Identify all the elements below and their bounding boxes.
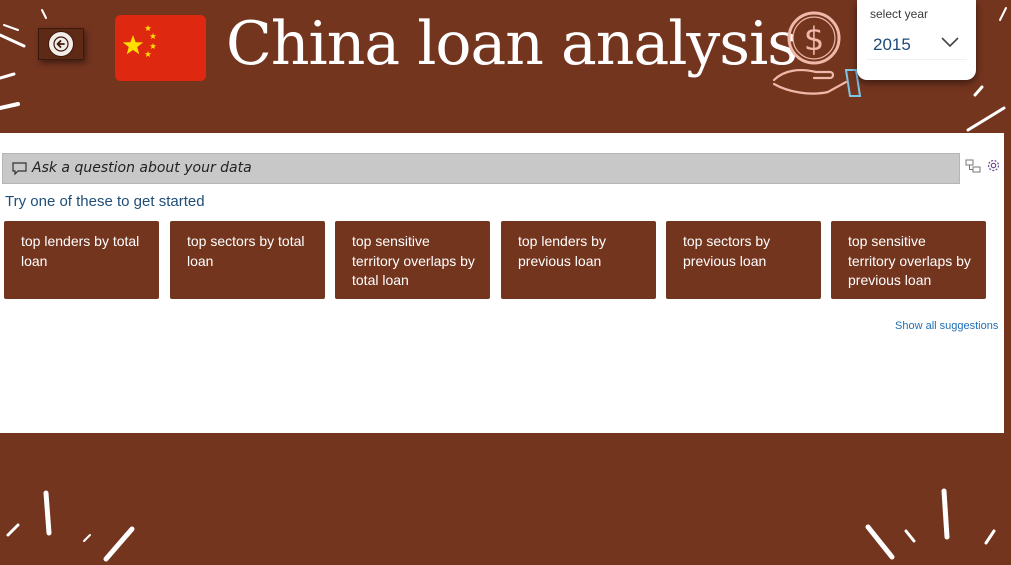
page-title: China loan analysis — [226, 9, 798, 79]
footer-brush-strokes — [6, 488, 996, 562]
qa-panel-edge — [1004, 133, 1011, 433]
suggestion-top-sectors-previous-loan[interactable]: top sectors by previous loan — [666, 221, 821, 299]
suggestion-top-sectors-total-loan[interactable]: top sectors by total loan — [170, 221, 325, 299]
qa-visual: Ask a question about your data Try one o… — [0, 133, 1004, 433]
dollar-hand-icon: $ — [772, 11, 862, 97]
suggestion-top-lenders-total-loan[interactable]: top lenders by total loan — [4, 221, 159, 299]
china-flag-icon — [115, 15, 206, 81]
turn-into-visual-icon[interactable] — [965, 159, 981, 173]
gear-icon[interactable] — [986, 158, 1001, 173]
suggestion-top-territory-overlaps-total-loan[interactable]: top sensitive territory overlaps by tota… — [335, 221, 490, 299]
svg-text:$: $ — [804, 20, 824, 58]
chevron-down-icon — [941, 37, 959, 48]
suggestions-prompt: Try one of these to get started — [5, 193, 205, 210]
year-slicer: select year 2015 — [857, 0, 976, 80]
year-slicer-label: select year — [870, 7, 929, 21]
back-arrow-icon — [48, 31, 74, 57]
report-footer — [0, 433, 1011, 565]
report-header: China loan analysis $ — [0, 0, 1011, 133]
suggestion-top-territory-overlaps-previous-loan[interactable]: top sensitive territory overlaps by prev… — [831, 221, 986, 299]
chat-bubble-icon — [12, 162, 27, 176]
ask-question-placeholder: Ask a question about your data — [32, 160, 252, 176]
header-brush-strokes — [0, 7, 1007, 132]
show-all-suggestions-link[interactable]: Show all suggestions — [895, 320, 999, 332]
suggestion-top-lenders-previous-loan[interactable]: top lenders by previous loan — [501, 221, 656, 299]
year-dropdown-value: 2015 — [873, 35, 911, 54]
year-dropdown[interactable]: 2015 — [867, 27, 967, 60]
back-button[interactable] — [38, 28, 84, 60]
ask-question-input[interactable]: Ask a question about your data — [2, 153, 960, 184]
